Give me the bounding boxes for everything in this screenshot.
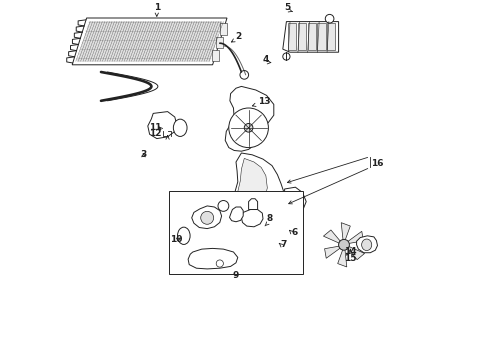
Text: 5: 5 bbox=[284, 3, 291, 12]
Polygon shape bbox=[338, 248, 347, 267]
Polygon shape bbox=[324, 246, 342, 258]
Text: 15: 15 bbox=[344, 254, 357, 263]
Polygon shape bbox=[148, 112, 176, 139]
Text: 8: 8 bbox=[267, 215, 272, 224]
Polygon shape bbox=[188, 248, 238, 269]
Ellipse shape bbox=[362, 239, 372, 251]
Ellipse shape bbox=[177, 227, 190, 244]
Ellipse shape bbox=[173, 119, 187, 136]
Polygon shape bbox=[248, 199, 258, 210]
Polygon shape bbox=[229, 207, 243, 222]
Polygon shape bbox=[225, 86, 274, 151]
Polygon shape bbox=[323, 230, 342, 244]
Circle shape bbox=[283, 53, 290, 60]
Text: 14: 14 bbox=[344, 247, 357, 256]
Polygon shape bbox=[346, 246, 365, 260]
Text: 9: 9 bbox=[233, 271, 239, 280]
Text: 1: 1 bbox=[154, 3, 160, 12]
Circle shape bbox=[218, 201, 229, 211]
Polygon shape bbox=[192, 206, 221, 229]
Bar bbox=[220, 23, 227, 35]
Bar bbox=[216, 37, 223, 48]
Polygon shape bbox=[346, 231, 364, 244]
Bar bbox=[288, 23, 296, 50]
Text: 11: 11 bbox=[149, 123, 162, 132]
Bar bbox=[212, 50, 219, 61]
Circle shape bbox=[245, 123, 253, 132]
Polygon shape bbox=[341, 222, 350, 242]
Text: 6: 6 bbox=[292, 228, 298, 237]
Circle shape bbox=[339, 239, 349, 250]
Text: 4: 4 bbox=[263, 55, 269, 64]
Polygon shape bbox=[283, 22, 339, 52]
Bar bbox=[318, 23, 326, 50]
Polygon shape bbox=[285, 187, 306, 218]
Text: 12: 12 bbox=[149, 129, 162, 138]
Polygon shape bbox=[238, 158, 268, 210]
Text: 10: 10 bbox=[170, 235, 182, 244]
Text: 3: 3 bbox=[140, 150, 147, 159]
Bar bbox=[170, 191, 303, 274]
Polygon shape bbox=[357, 236, 377, 253]
Circle shape bbox=[240, 71, 248, 79]
Bar bbox=[327, 23, 335, 50]
Text: 16: 16 bbox=[371, 159, 384, 168]
Circle shape bbox=[201, 211, 214, 224]
Text: 13: 13 bbox=[258, 97, 270, 106]
Text: 2: 2 bbox=[235, 32, 242, 41]
Bar bbox=[298, 23, 306, 50]
Polygon shape bbox=[72, 18, 227, 65]
Circle shape bbox=[229, 108, 269, 148]
Polygon shape bbox=[234, 153, 286, 232]
Bar bbox=[308, 23, 316, 50]
Circle shape bbox=[325, 14, 334, 23]
Circle shape bbox=[216, 260, 223, 267]
Text: 7: 7 bbox=[281, 240, 287, 249]
Polygon shape bbox=[242, 210, 263, 227]
